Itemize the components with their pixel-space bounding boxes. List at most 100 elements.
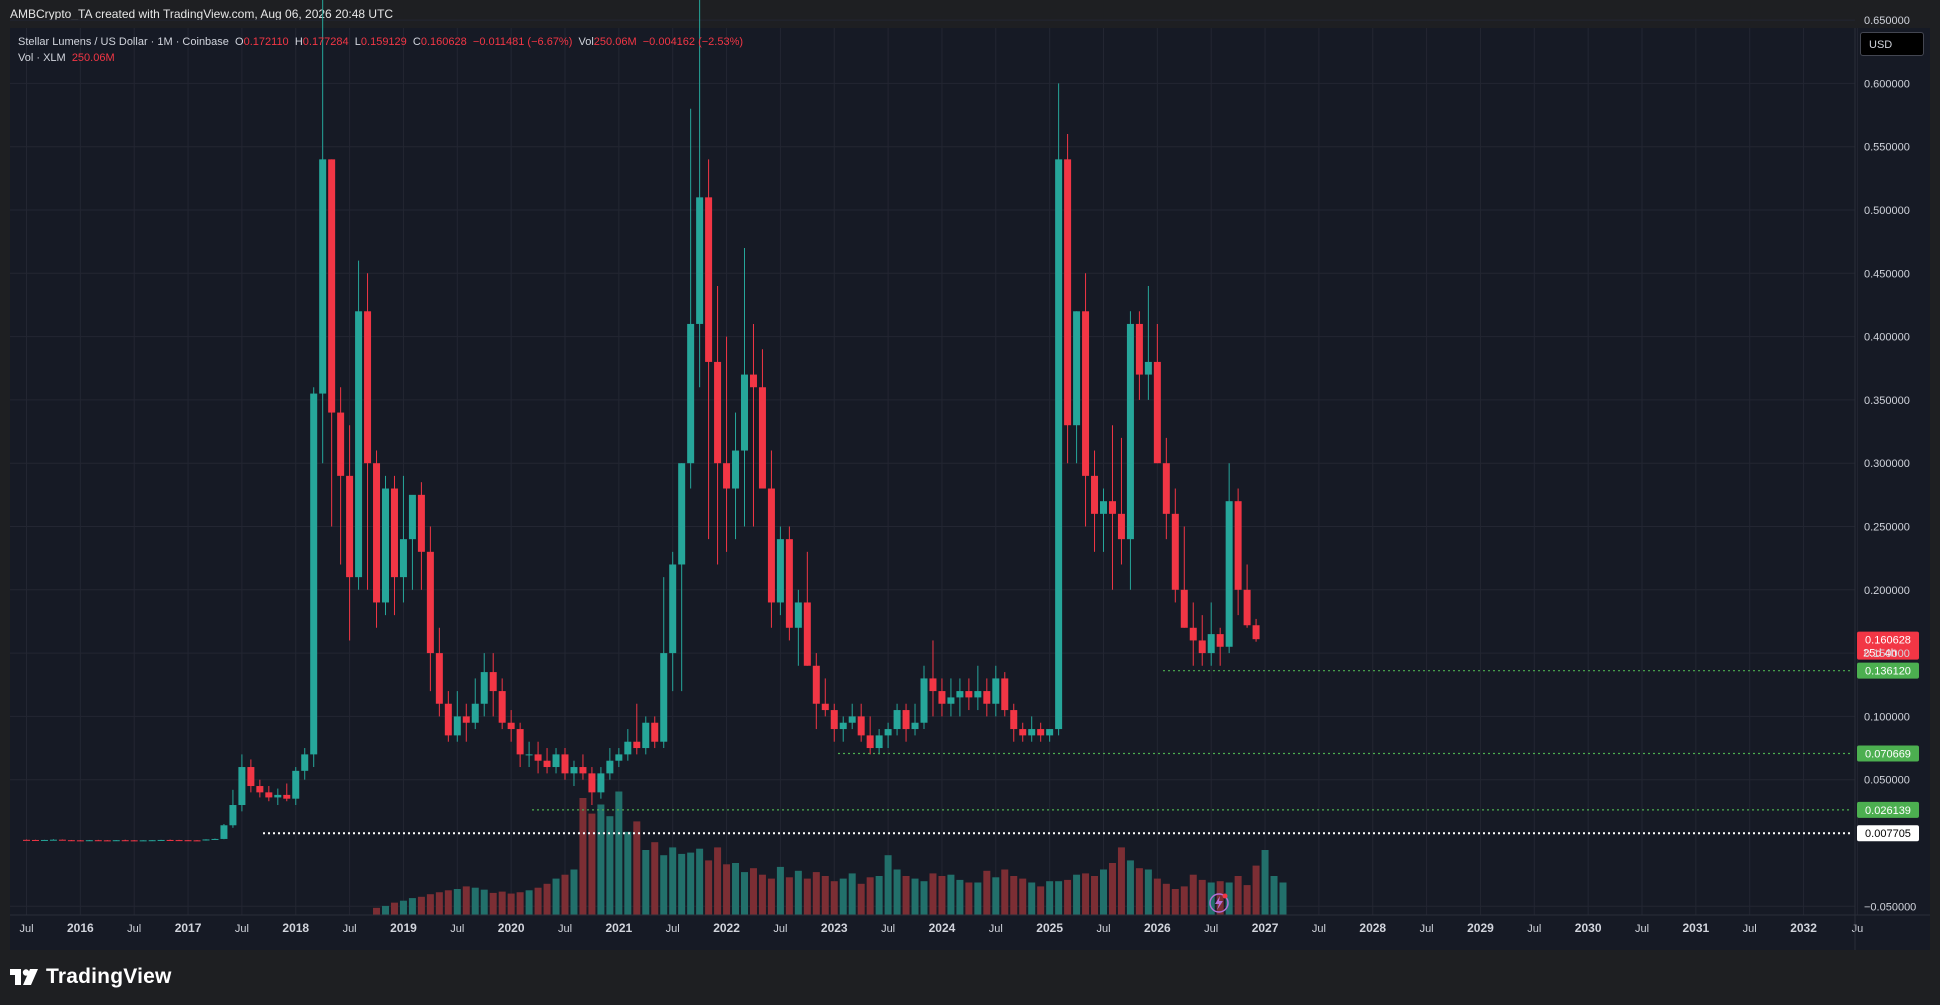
volume-bar bbox=[534, 887, 542, 915]
candle-body bbox=[884, 729, 892, 736]
close-label: C bbox=[412, 36, 421, 48]
candle-body bbox=[839, 722, 847, 730]
x-tick-label: 2018 bbox=[282, 921, 309, 935]
volume-bar bbox=[1252, 865, 1260, 915]
tradingview-footer[interactable]: TradingView bbox=[10, 962, 172, 992]
x-tick-label: 2032 bbox=[1790, 921, 1817, 935]
candle-body bbox=[498, 691, 506, 723]
candle-body bbox=[606, 760, 614, 774]
candle-body bbox=[678, 463, 686, 565]
y-tick-label: 0.600000 bbox=[1864, 78, 1910, 90]
volume-bar bbox=[803, 878, 811, 915]
candle-body bbox=[1028, 729, 1036, 736]
candle-body bbox=[920, 678, 928, 723]
volume-bar bbox=[929, 873, 937, 915]
volume-bar bbox=[1037, 886, 1045, 915]
volume-bar bbox=[1225, 882, 1233, 915]
candle-body bbox=[408, 494, 416, 540]
volume-bar bbox=[399, 900, 407, 915]
candle-body bbox=[767, 488, 775, 603]
candle-body bbox=[85, 840, 93, 842]
volume-bar bbox=[920, 881, 928, 915]
x-tick-label: 2029 bbox=[1467, 921, 1494, 935]
candle-body bbox=[974, 691, 982, 698]
candle-body bbox=[570, 767, 578, 774]
candle-body bbox=[507, 722, 515, 730]
volume-bar bbox=[1135, 868, 1143, 915]
candle-body bbox=[902, 710, 910, 730]
candle-body bbox=[776, 539, 784, 603]
candle-body bbox=[435, 653, 443, 704]
high-value: 0.177284 bbox=[302, 36, 349, 48]
volume-bar bbox=[974, 882, 982, 915]
candle-body bbox=[552, 754, 560, 768]
volume-bar bbox=[633, 821, 641, 915]
candle-body bbox=[1001, 678, 1009, 711]
volume-bar bbox=[1279, 882, 1287, 915]
candle-body bbox=[866, 735, 874, 749]
volume-bar bbox=[408, 898, 416, 915]
candle-body bbox=[516, 729, 524, 755]
volume-bar bbox=[1055, 881, 1063, 915]
candle-body bbox=[579, 767, 587, 774]
lightning-icon-ring bbox=[1209, 893, 1229, 913]
candle-body bbox=[1019, 729, 1027, 736]
candle-body bbox=[803, 602, 811, 666]
x-tick-label: 2020 bbox=[498, 921, 525, 935]
volume-bar bbox=[1126, 860, 1134, 915]
currency-button[interactable]: USD bbox=[1860, 32, 1924, 56]
volume-bar bbox=[543, 883, 551, 915]
x-tick-label: 2021 bbox=[605, 921, 632, 935]
volume-bar bbox=[606, 816, 614, 915]
volume-bar bbox=[983, 870, 991, 915]
volume-bar bbox=[785, 877, 793, 915]
volume-bar bbox=[525, 890, 533, 915]
level-badge bbox=[1857, 745, 1919, 762]
candle-body bbox=[337, 412, 345, 476]
volume-bar bbox=[821, 876, 829, 915]
volume-bar bbox=[498, 891, 506, 915]
volume-bar bbox=[758, 874, 766, 915]
candle-body bbox=[399, 539, 407, 578]
x-tick-label: 2027 bbox=[1252, 921, 1279, 935]
volume-bar bbox=[830, 881, 838, 915]
volume-bar bbox=[714, 847, 722, 915]
x-tick-label: Jul bbox=[343, 923, 357, 935]
candle-body bbox=[265, 792, 273, 798]
volume-bar bbox=[373, 907, 381, 915]
volume-bar bbox=[956, 879, 964, 915]
volume-bar bbox=[1234, 876, 1242, 915]
candle-body bbox=[148, 840, 156, 842]
volume-bar bbox=[1153, 878, 1161, 915]
volume-bar bbox=[435, 892, 443, 915]
candle-body bbox=[1252, 625, 1260, 640]
candle-body bbox=[911, 722, 919, 730]
x-tick-label: Jul bbox=[773, 923, 787, 935]
attribution-bar: AMBCrypto_TA created with TradingView.co… bbox=[0, 0, 1940, 28]
candle-body bbox=[929, 678, 937, 692]
candle-body bbox=[301, 754, 309, 771]
candle-body bbox=[184, 840, 192, 842]
vol-series-label[interactable]: Vol · XLM bbox=[18, 52, 66, 64]
grid-lines bbox=[10, 19, 1858, 915]
volume-bar bbox=[705, 860, 713, 915]
tradingview-logo-icon bbox=[10, 969, 38, 985]
candle-body bbox=[1046, 729, 1054, 736]
change-value: −0.011481 (−6.67%) bbox=[472, 36, 573, 48]
volume-bar bbox=[1216, 881, 1224, 915]
volume-bar bbox=[776, 866, 784, 915]
axes: 1.0000000.9500000.9000000.8500000.800000… bbox=[10, 15, 1930, 950]
candle-body bbox=[229, 805, 237, 826]
candle-body bbox=[1135, 323, 1143, 375]
countdown-label: 25d 4h bbox=[1863, 648, 1897, 660]
candle-body bbox=[588, 773, 596, 793]
volume-bar bbox=[1108, 863, 1116, 915]
level-badge bbox=[1857, 801, 1919, 818]
candle-body bbox=[417, 494, 425, 552]
candle-body bbox=[489, 672, 497, 692]
candle-body bbox=[1082, 311, 1090, 476]
symbol-label[interactable]: Stellar Lumens / US Dollar · 1M · Coinba… bbox=[18, 36, 229, 48]
level-badge-label: 0.070669 bbox=[1865, 749, 1911, 761]
y-tick-label: 0.350000 bbox=[1864, 395, 1910, 407]
